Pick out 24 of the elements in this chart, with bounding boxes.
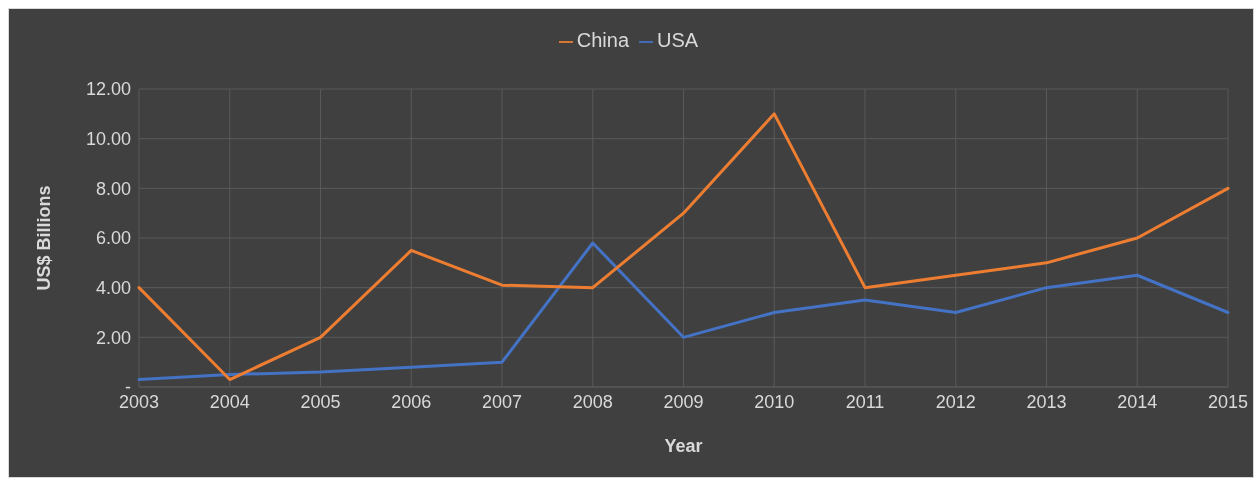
x-tick-label: 2010	[754, 391, 795, 412]
x-tick-label: 2012	[935, 391, 976, 412]
legend-label: China	[576, 29, 630, 51]
y-tick-label: 12.00	[85, 79, 131, 100]
x-tick-label: 2015	[1207, 391, 1249, 412]
y-tick-label: 6.00	[95, 228, 131, 249]
y-tick-label: 10.00	[85, 129, 131, 150]
x-axis-title: Year	[664, 436, 703, 456]
y-axis-title: US$ Billions	[34, 185, 55, 291]
x-tick-label: 2005	[300, 391, 341, 412]
y-tick-label: 4.00	[95, 278, 131, 299]
y-tick-label: 8.00	[95, 178, 131, 199]
x-tick-label: 2007	[481, 391, 523, 412]
x-tick-label: 2006	[391, 391, 432, 412]
x-tick-label: 2004	[209, 391, 250, 412]
x-tick-label: 2014	[1117, 391, 1158, 412]
x-tick-label: 2013	[1026, 391, 1067, 412]
legend-label: USA	[657, 29, 699, 51]
line-series	[137, 112, 1230, 382]
line-series	[137, 241, 1230, 382]
y-tick-label: 2.00	[95, 327, 131, 348]
x-tick-label: 2008	[572, 391, 613, 412]
x-tick-label: 2011	[845, 391, 885, 412]
x-tick-label: 2009	[663, 391, 704, 412]
